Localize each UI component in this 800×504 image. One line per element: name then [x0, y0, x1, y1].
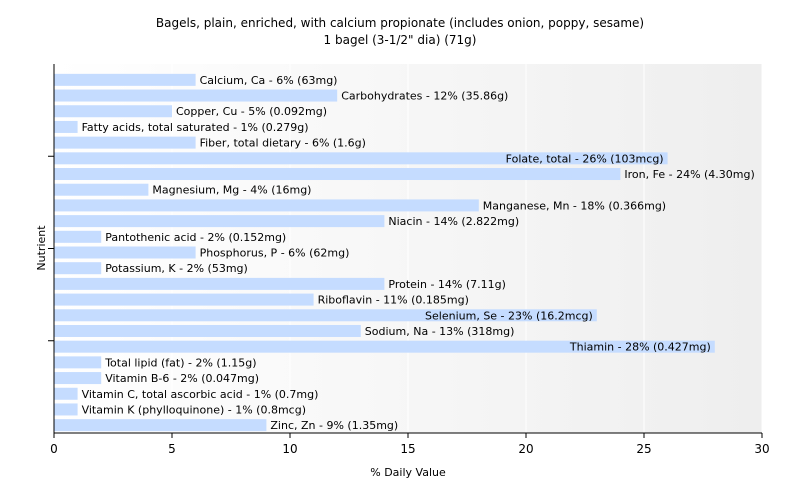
- bar-label: Potassium, K - 2% (53mg): [105, 262, 248, 275]
- chart-subtitle: 1 bagel (3-1/2" dia) (71g): [324, 33, 477, 47]
- x-tick-label: 10: [282, 442, 297, 456]
- bar: [54, 73, 196, 86]
- bar-label: Riboflavin - 11% (0.185mg): [318, 294, 469, 307]
- bar: [54, 199, 479, 212]
- bar: [54, 136, 196, 149]
- bar: [54, 277, 385, 290]
- bar-label: Zinc, Zn - 9% (1.35mg): [270, 419, 398, 432]
- x-tick-labels: 0 5 10 15 20 25 30: [50, 442, 769, 456]
- bar-label: Phosphorus, P - 6% (62mg): [200, 247, 350, 260]
- bar-label: Carbohydrates - 12% (35.86g): [341, 90, 508, 103]
- bar-label: Magnesium, Mg - 4% (16mg): [152, 184, 311, 197]
- bar-label: Vitamin B-6 - 2% (0.047mg): [105, 372, 259, 385]
- bar: [54, 356, 102, 369]
- bar-label: Selenium, Se - 23% (16.2mcg): [425, 309, 593, 322]
- bar-label: Niacin - 14% (2.822mg): [388, 215, 519, 228]
- x-tick-label: 25: [636, 442, 651, 456]
- bar-label: Calcium, Ca - 6% (63mg): [200, 74, 338, 87]
- axes: [48, 64, 763, 438]
- bar: [54, 215, 385, 228]
- x-tick-label: 5: [168, 442, 176, 456]
- bar-label: Total lipid (fat) - 2% (1.15g): [104, 356, 256, 369]
- bar-label: Vitamin C, total ascorbic acid - 1% (0.7…: [82, 388, 319, 401]
- bar: [54, 120, 78, 133]
- bar-label: Sodium, Na - 13% (318mg): [365, 325, 515, 338]
- bar: [54, 419, 267, 432]
- bar: [54, 262, 102, 275]
- grid-lines: [171, 64, 763, 433]
- bar-label: Protein - 14% (7.11g): [388, 278, 506, 291]
- bar-label: Manganese, Mn - 18% (0.366mg): [483, 199, 666, 212]
- x-axis-label: % Daily Value: [370, 466, 446, 479]
- bar: [54, 403, 78, 416]
- bar: [54, 246, 196, 259]
- bar-label: Iron, Fe - 24% (4.30mg): [624, 168, 754, 181]
- bar: [54, 105, 172, 118]
- bar-label: Fatty acids, total saturated - 1% (0.279…: [82, 121, 309, 134]
- bar-label: Thiamin - 28% (0.427mg): [569, 341, 711, 354]
- y-axis-label: Nutrient: [35, 225, 48, 271]
- x-tick-label: 0: [50, 442, 58, 456]
- bar: [54, 230, 102, 243]
- bars: Calcium, Ca - 6% (63mg)Carbohydrates - 1…: [54, 73, 755, 432]
- bar: [54, 372, 102, 385]
- bar-label: Vitamin K (phylloquinone) - 1% (0.8mcg): [82, 403, 306, 416]
- bar: [54, 340, 715, 353]
- x-tick-label: 30: [754, 442, 769, 456]
- x-tick-label: 15: [400, 442, 415, 456]
- bar: [54, 309, 597, 322]
- x-tick-label: 20: [518, 442, 533, 456]
- bar: [54, 293, 314, 306]
- bar: [54, 152, 668, 165]
- bar: [54, 324, 361, 337]
- bar-label: Folate, total - 26% (103mcg): [506, 152, 664, 165]
- bar: [54, 183, 149, 196]
- bar: [54, 89, 338, 102]
- bar: [54, 168, 621, 181]
- bar-label: Pantothenic acid - 2% (0.152mg): [105, 231, 286, 244]
- bar-label: Copper, Cu - 5% (0.092mg): [176, 105, 327, 118]
- chart-title: Bagels, plain, enriched, with calcium pr…: [156, 16, 644, 30]
- bar: [54, 387, 78, 400]
- bar-label: Fiber, total dietary - 6% (1.6g): [200, 137, 366, 150]
